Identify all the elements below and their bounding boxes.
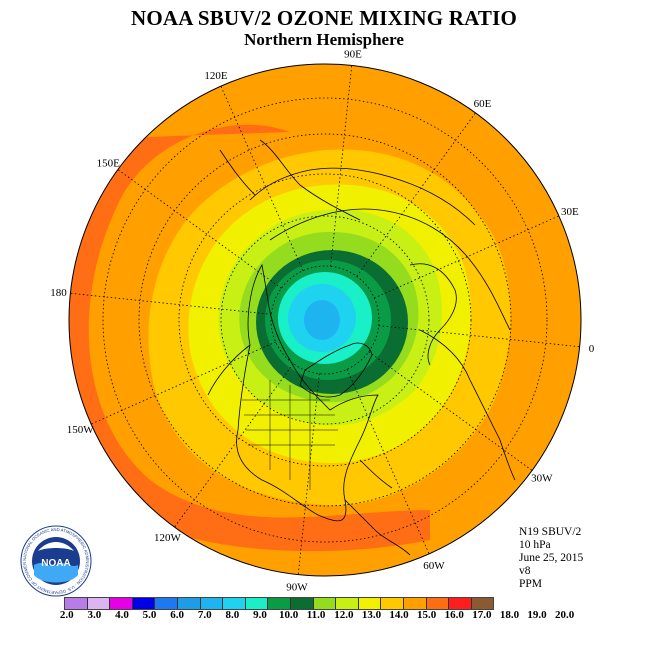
colorbar-tick-label: 17.0	[472, 609, 492, 621]
longitude-label: 30W	[531, 473, 553, 485]
longitude-label: 150W	[67, 424, 95, 436]
meridian-line	[378, 325, 580, 348]
colorbar-tick-label: 11.0	[306, 609, 326, 621]
longitude-label: 60E	[474, 98, 492, 110]
meridian-line	[356, 112, 476, 277]
meridian-line	[174, 363, 294, 528]
colorbar-swatch	[155, 598, 178, 609]
longitude-label: 90W	[286, 582, 308, 594]
longitude-label: 90E	[344, 48, 362, 60]
colorbar-tick-label: 16.0	[444, 609, 464, 621]
colorbar-tick-label: 18.0	[499, 609, 520, 621]
colorbar-tick-label: 10.0	[279, 609, 299, 621]
colorbar-tick-label: 7.0	[197, 609, 212, 621]
colorbar-swatch	[358, 598, 382, 609]
colorbar-swatch	[200, 598, 224, 609]
colorbar-tick-label: 6.0	[170, 609, 185, 621]
meridian-line	[117, 169, 282, 289]
colorbar-swatch	[132, 598, 156, 609]
colorbar-swatch	[87, 598, 111, 609]
colorbar-swatch	[177, 598, 201, 609]
colorbar-swatch	[426, 598, 450, 609]
colorbar-swatch	[110, 598, 133, 609]
logo-text: NOAA	[41, 558, 70, 569]
meridian-line	[330, 65, 353, 267]
noaa-logo: NOAA NATIONAL OCEANIC AND ATMOSPHERIC AD…	[20, 525, 92, 597]
colorbar-tick-label: 5.0	[142, 609, 157, 621]
colorbar-swatch	[65, 598, 88, 609]
info-panel: N19 SBUV/2 10 hPa June 25, 2015 v8 PPM	[519, 526, 583, 591]
map-subtitle: Northern Hemisphere	[244, 30, 404, 49]
meridian-line	[368, 351, 533, 471]
colorbar-swatch	[245, 598, 269, 609]
colorbar-swatch	[223, 598, 246, 609]
colorbar-tick-label: 9.0	[253, 609, 267, 621]
colorbar-swatch	[313, 598, 337, 609]
longitude-label: 0	[589, 343, 595, 355]
meridian-line	[297, 373, 320, 575]
colorbar-tick-label: 2.0	[59, 609, 74, 621]
colorbar-swatch	[471, 598, 494, 609]
longitude-label: 180	[50, 287, 67, 299]
meridian-line	[374, 215, 560, 299]
colorbar-swatch	[449, 598, 472, 609]
longitude-label: 120W	[154, 532, 182, 544]
colorbar-tick-label: 3.0	[87, 609, 102, 621]
meridian-line	[70, 292, 272, 315]
colorbar-swatch	[381, 598, 404, 609]
meridian-line	[90, 341, 276, 425]
longitude-label: 150E	[97, 157, 121, 169]
map-title: NOAA SBUV/2 OZONE MIXING RATIO	[131, 6, 517, 30]
version-label: v8	[519, 565, 531, 577]
colorbar-tick-label: 8.0	[225, 609, 240, 621]
graticule	[102, 97, 548, 543]
meridian-line	[346, 369, 430, 555]
colorbar-swatch	[290, 598, 314, 609]
colorbar-tick-label: 13.0	[361, 609, 382, 621]
colorbar-swatch	[336, 598, 359, 609]
longitude-label: 60W	[423, 560, 445, 572]
units-label: PPM	[519, 578, 543, 590]
colorbar-tick-label: 19.0	[527, 609, 547, 621]
colorbar-tick-label: 20.0	[555, 609, 575, 621]
colorbar-tick-label: 15.0	[417, 609, 437, 621]
coastlines	[207, 139, 516, 556]
date-label: June 25, 2015	[519, 552, 584, 564]
pressure-level-label: 10 hPa	[519, 539, 551, 551]
longitude-label: 120E	[204, 70, 228, 82]
meridians	[70, 65, 580, 575]
colorbar-swatch	[268, 598, 291, 609]
colorbar-tick-label: 12.0	[334, 609, 354, 621]
longitude-label: 30E	[561, 206, 579, 218]
instrument-label: N19 SBUV/2	[519, 526, 582, 538]
colorbar-ticks: 2.0 3.0 4.0 5.0 6.0 7.0 8.0 9.0 10.0 11.0 12.0 13.0…	[56, 609, 596, 623]
colorbar-swatch	[403, 598, 427, 609]
meridian-line	[220, 85, 304, 271]
colorbar-tick-label: 4.0	[115, 609, 129, 621]
colorbar	[64, 597, 495, 610]
ozone-field	[69, 64, 581, 576]
map-boundary	[68, 63, 582, 577]
longitude-labels: 90E 60E 30E 0 30W 60W 90W 120W 150W 180 150E 120E	[50, 48, 595, 593]
colorbar-tick-label: 14.0	[389, 609, 409, 621]
